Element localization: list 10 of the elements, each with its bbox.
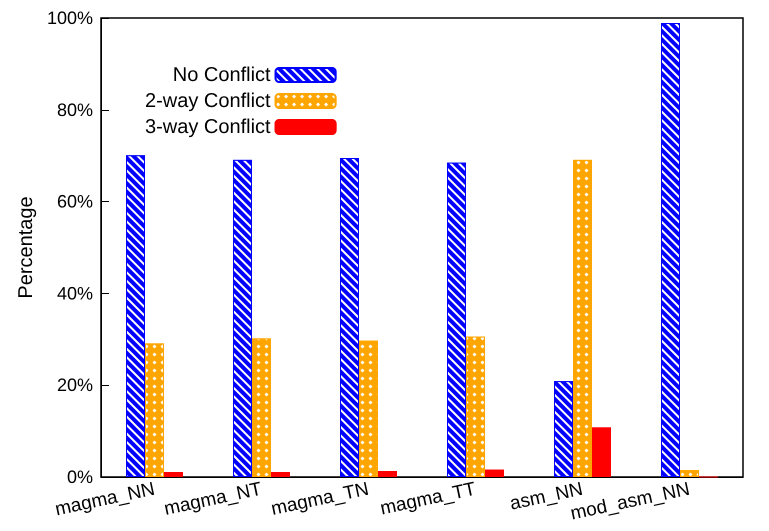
y-tick-label: 100% [46,8,93,28]
y-axis-title: Percentage [15,196,38,299]
y-tick-label: 60% [56,192,93,212]
y-tick-label: 80% [56,100,93,120]
legend-label: No Conflict [172,64,272,86]
y-tick-label: 20% [56,375,93,396]
legend-label: 2-way Conflict [144,90,272,112]
y-tick-label: 0% [66,467,93,487]
legend-label: 3-way Conflict [144,116,272,138]
y-tick-label: 40% [56,283,93,304]
